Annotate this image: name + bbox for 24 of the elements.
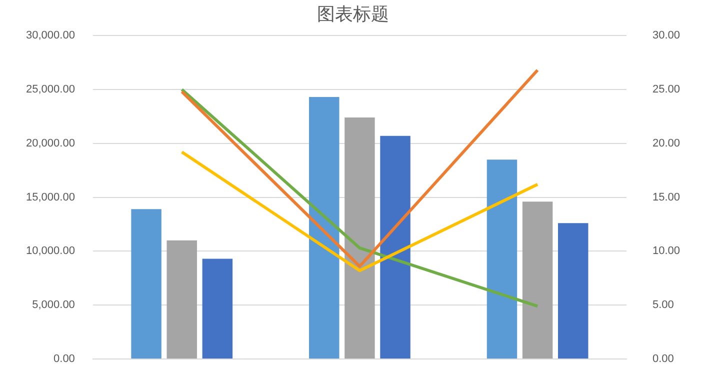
bar <box>131 209 162 358</box>
y-tick-label: 0.00 <box>54 353 75 366</box>
y2-tick-label: 25.00 <box>652 84 680 96</box>
chart-title: 图表标题 <box>317 4 389 24</box>
y-tick-label: 10,000.00 <box>26 245 75 258</box>
y2-tick-label: 20.00 <box>652 137 680 150</box>
bar <box>380 136 410 358</box>
y2-tick-label: 10.00 <box>652 245 680 258</box>
y2-tick-label: 15.00 <box>652 191 680 204</box>
y-tick-label: 15,000.00 <box>26 191 75 204</box>
bar <box>558 223 588 358</box>
bar <box>486 160 518 358</box>
bar <box>344 118 375 358</box>
y2-tick-label: 5.00 <box>652 299 674 312</box>
y-tick-label: 20,000.00 <box>26 137 75 150</box>
y-tick-label: 25,000.00 <box>26 84 75 96</box>
y2-tick-label: 30.00 <box>652 30 680 42</box>
bar <box>309 97 340 358</box>
y-tick-label: 5,000.00 <box>32 299 75 312</box>
bar <box>202 258 233 358</box>
bar <box>522 202 553 358</box>
bar <box>166 240 197 358</box>
y-tick-label: 30,000.00 <box>26 30 75 42</box>
y2-tick-label: 0.00 <box>652 353 674 366</box>
